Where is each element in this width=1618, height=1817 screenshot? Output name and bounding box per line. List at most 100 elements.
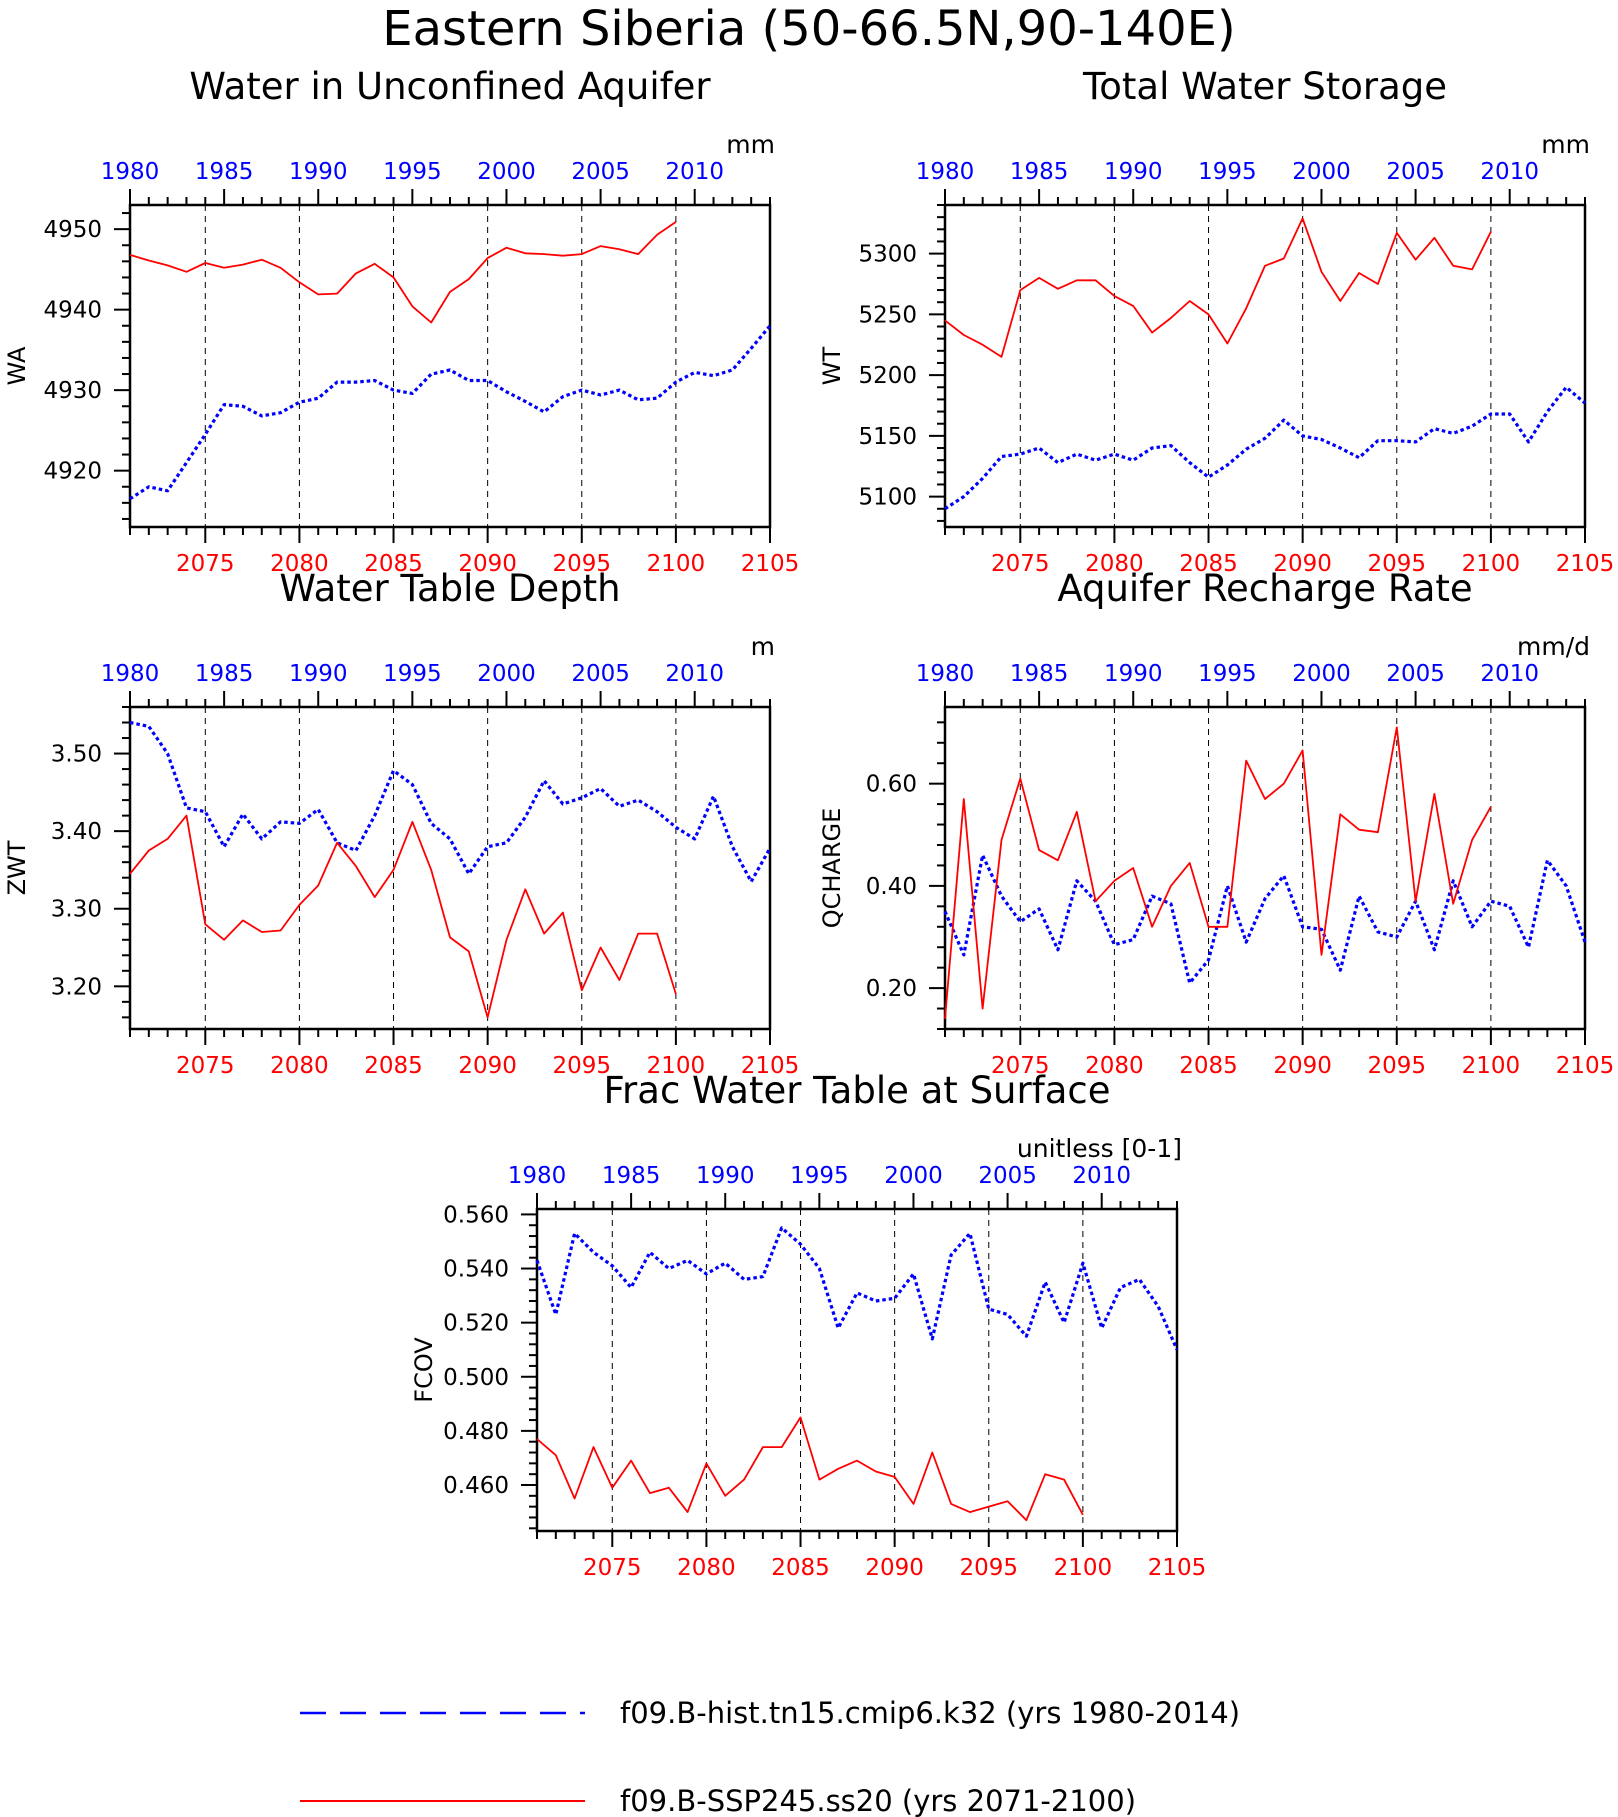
bottom-tick-label: 2075 <box>991 1053 1050 1079</box>
panel-2: Total Water Storage mm WT 1980 1985 1990 1995 2… <box>818 65 1614 577</box>
panel-title: Aquifer Recharge Rate <box>1057 567 1472 610</box>
y-tick-label: 4920 <box>43 459 102 485</box>
bottom-tick-label: 2080 <box>677 1555 736 1581</box>
bottom-tick-label: 2080 <box>270 1053 329 1079</box>
bottom-tick-label: 2085 <box>364 551 423 577</box>
top-tick-label: 1980 <box>508 1163 567 1189</box>
plot-frame <box>128 203 772 529</box>
bottom-tick-label: 2095 <box>552 551 611 577</box>
top-tick-label: 1985 <box>195 661 254 687</box>
series-line-future <box>129 221 677 324</box>
y-tick-label: 3.50 <box>51 742 102 768</box>
panel-title: Total Water Storage <box>1082 65 1447 108</box>
y-tick-label: 0.500 <box>443 1365 509 1391</box>
y-tick-label: 0.560 <box>443 1202 509 1228</box>
top-tick-label: 2000 <box>477 661 536 687</box>
y-tick-label: 3.40 <box>51 819 102 845</box>
top-tick-label: 1995 <box>383 159 442 185</box>
top-tick-label: 1990 <box>289 661 348 687</box>
y-tick-label: 3.30 <box>51 897 102 923</box>
bottom-tick-label: 2095 <box>552 1053 611 1079</box>
y-tick-label: 0.60 <box>866 772 917 798</box>
top-tick-label: 1990 <box>696 1163 755 1189</box>
bottom-tick-label: 2095 <box>1367 551 1426 577</box>
bottom-tick-label: 2090 <box>458 1053 517 1079</box>
y-axis-label: ZWT <box>3 840 31 895</box>
bottom-tick-label: 2080 <box>270 551 329 577</box>
y-axis-label: QCHARGE <box>818 808 846 929</box>
bottom-tick-label: 2085 <box>364 1053 423 1079</box>
y-tick-label: 0.40 <box>866 874 917 900</box>
top-tick-label: 2010 <box>1072 1163 1131 1189</box>
units-label: mm/d <box>1517 632 1590 661</box>
top-tick-label: 1990 <box>1104 159 1163 185</box>
top-tick-label: 1990 <box>289 159 348 185</box>
bottom-tick-label: 2100 <box>647 551 706 577</box>
top-tick-label: 2010 <box>1480 661 1539 687</box>
bottom-tick-label: 2090 <box>865 1555 924 1581</box>
bottom-tick-label: 2105 <box>1556 551 1615 577</box>
top-tick-label: 1985 <box>1010 661 1069 687</box>
bottom-tick-label: 2105 <box>741 551 800 577</box>
bottom-tick-label: 2105 <box>1556 1053 1615 1079</box>
plot-frame <box>535 1207 1179 1533</box>
plot-frame <box>943 705 1587 1031</box>
bottom-tick-label: 2075 <box>583 1555 642 1581</box>
legend: f09.B-hist.tn15.cmip6.k32 (yrs 1980-2014… <box>300 1696 1240 1817</box>
y-tick-label: 0.540 <box>443 1257 509 1283</box>
bottom-tick-label: 2075 <box>176 1053 235 1079</box>
top-tick-label: 1995 <box>1198 159 1257 185</box>
top-tick-label: 2005 <box>1386 661 1445 687</box>
bottom-tick-label: 2095 <box>959 1555 1018 1581</box>
top-tick-label: 1995 <box>383 661 442 687</box>
panel-title: Frac Water Table at Surface <box>603 1069 1110 1112</box>
top-tick-label: 2010 <box>665 159 724 185</box>
top-tick-label: 2005 <box>1386 159 1445 185</box>
bottom-tick-label: 2075 <box>991 551 1050 577</box>
panel-title: Water in Unconfined Aquifer <box>189 65 711 108</box>
y-tick-label: 0.520 <box>443 1311 509 1337</box>
plot-frame <box>943 203 1587 529</box>
y-axis-label: WT <box>818 346 846 385</box>
top-tick-label: 2005 <box>978 1163 1037 1189</box>
top-tick-label: 2000 <box>477 159 536 185</box>
top-tick-label: 2000 <box>1292 159 1351 185</box>
bottom-tick-label: 2105 <box>741 1053 800 1079</box>
series-line-future <box>129 814 677 1019</box>
bottom-tick-label: 2100 <box>647 1053 706 1079</box>
plot-frame <box>128 705 772 1031</box>
units-label: mm <box>1541 130 1590 159</box>
units-label: mm <box>726 130 775 159</box>
y-axis-label: WA <box>3 346 31 385</box>
bottom-tick-label: 2085 <box>1179 551 1238 577</box>
top-tick-label: 1985 <box>602 1163 661 1189</box>
y-tick-label: 5200 <box>858 363 917 389</box>
top-tick-label: 1980 <box>916 159 975 185</box>
top-tick-label: 1980 <box>101 661 160 687</box>
bottom-tick-label: 2095 <box>1367 1053 1426 1079</box>
top-tick-label: 1995 <box>1198 661 1257 687</box>
y-tick-label: 5250 <box>858 302 917 328</box>
bottom-tick-label: 2075 <box>176 551 235 577</box>
series-line-hist <box>129 720 772 884</box>
legend-label-future: f09.B-SSP245.ss20 (yrs 2071-2100) <box>620 1784 1136 1817</box>
y-tick-label: 0.480 <box>443 1419 509 1445</box>
bottom-tick-label: 2085 <box>771 1555 830 1581</box>
y-tick-label: 4930 <box>43 378 102 404</box>
top-tick-label: 2010 <box>1480 159 1539 185</box>
figure-title: Eastern Siberia (50-66.5N,90-140E) <box>382 1 1235 57</box>
panel-4: Aquifer Recharge Rate mm/d QCHARGE 1980 1985… <box>818 567 1614 1079</box>
units-label: m <box>751 632 775 661</box>
legend-label-hist: f09.B-hist.tn15.cmip6.k32 (yrs 1980-2014… <box>620 1696 1240 1730</box>
top-tick-label: 2000 <box>884 1163 943 1189</box>
top-tick-label: 1995 <box>790 1163 849 1189</box>
bottom-tick-label: 2085 <box>1179 1053 1238 1079</box>
bottom-tick-label: 2090 <box>458 551 517 577</box>
y-tick-label: 0.20 <box>866 976 917 1002</box>
panels: Water in Unconfined Aquifer mm WA 1980 1985 1… <box>3 65 1614 1581</box>
series-line-hist <box>129 324 772 501</box>
bottom-tick-label: 2090 <box>1273 551 1332 577</box>
y-axis-label: FCOV <box>410 1337 438 1403</box>
panel-title: Water Table Depth <box>279 567 620 610</box>
